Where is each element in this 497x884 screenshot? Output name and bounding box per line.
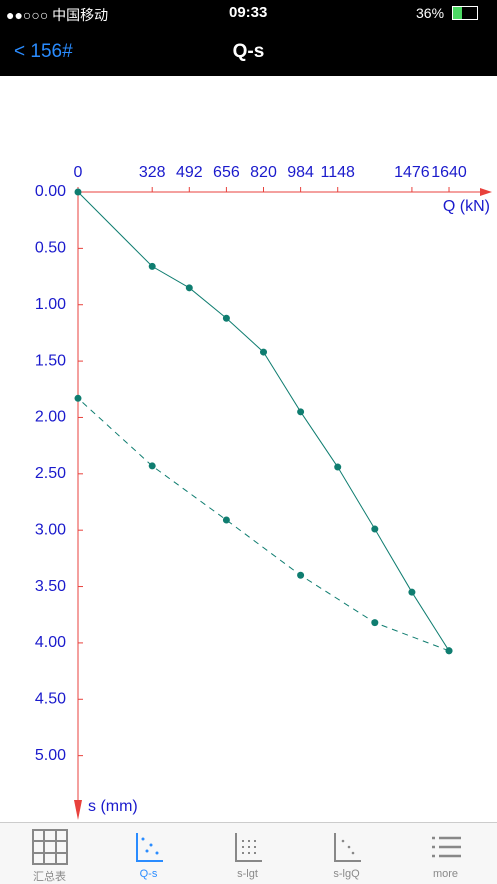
x-tick-label: 984 xyxy=(287,164,314,181)
x-tick-label: 1148 xyxy=(321,164,356,181)
tab-label: s-lgQ xyxy=(333,868,360,880)
y-tick-label: 3.50 xyxy=(35,578,66,595)
y-axis-arrow xyxy=(74,800,82,820)
data-point xyxy=(74,188,82,196)
chart: Q (kN) s (mm) 0 328 492 656 820 984 1148 1476 1640… xyxy=(35,164,492,820)
x-tick-label: 328 xyxy=(139,164,166,181)
battery-icon xyxy=(452,6,478,20)
tab[interactable]: Q-s xyxy=(99,823,198,884)
x-axis-label: Q (kN) xyxy=(443,198,490,215)
carrier: ●●○○○ 中国移动 xyxy=(6,7,109,23)
data-point xyxy=(297,571,305,579)
time: 09:33 xyxy=(229,4,268,21)
y-tick-label: 0.50 xyxy=(35,240,66,257)
data-point xyxy=(185,284,193,292)
tab[interactable]: 汇总表 xyxy=(0,823,99,884)
x-tick-label: 1640 xyxy=(431,164,467,181)
data-point xyxy=(222,516,230,524)
nav-title: Q-s xyxy=(232,41,265,62)
x-tick-label: 1476 xyxy=(394,164,430,181)
tab[interactable]: more xyxy=(396,823,495,884)
tab[interactable]: s-lgt xyxy=(198,823,297,884)
y-tick-label: 4.00 xyxy=(35,634,66,651)
x-axis-arrow xyxy=(480,188,492,196)
y-tick-label: 1.50 xyxy=(35,352,66,369)
x-tick-label: 492 xyxy=(176,164,203,181)
data-point xyxy=(297,408,305,416)
y-axis-label: s (mm) xyxy=(88,798,138,815)
y-tick-label: 4.50 xyxy=(35,690,66,707)
data-point xyxy=(74,394,82,402)
back-button[interactable]: < 156# xyxy=(14,41,73,62)
series-line xyxy=(77,191,450,652)
x-tick-label: 0 xyxy=(74,164,83,181)
series-line xyxy=(77,397,450,652)
data-point xyxy=(371,619,379,627)
data-point xyxy=(445,647,453,655)
y-tick-label: 2.50 xyxy=(35,465,66,482)
battery-text: 36% xyxy=(416,5,445,21)
y-tick-label: 2.00 xyxy=(35,409,66,426)
data-point xyxy=(334,463,342,471)
data-point xyxy=(222,314,230,322)
data-point xyxy=(408,588,416,596)
data-point xyxy=(148,262,156,270)
nav-bar: < 156# Q-s xyxy=(0,26,497,76)
tab-label: Q-s xyxy=(139,868,158,880)
y-tick-label: 0.00 xyxy=(35,183,66,200)
data-point xyxy=(371,525,379,533)
tab-bar: 汇总表 Q-s s-lgt s-lgQ more xyxy=(0,822,497,884)
x-tick-label: 820 xyxy=(250,164,277,181)
tab-label: 汇总表 xyxy=(33,871,66,883)
tab-label: s-lgt xyxy=(237,868,258,880)
status-bar: ●●○○○ 中国移动 09:33 36% xyxy=(0,0,497,26)
x-tick-label: 656 xyxy=(213,164,240,181)
tab[interactable]: s-lgQ xyxy=(297,823,396,884)
y-tick-label: 5.00 xyxy=(35,747,66,764)
y-tick-label: 3.00 xyxy=(35,521,66,538)
data-point xyxy=(260,348,268,356)
data-point xyxy=(148,462,156,470)
tab-label: more xyxy=(432,868,459,880)
y-tick-label: 1.00 xyxy=(35,296,66,313)
